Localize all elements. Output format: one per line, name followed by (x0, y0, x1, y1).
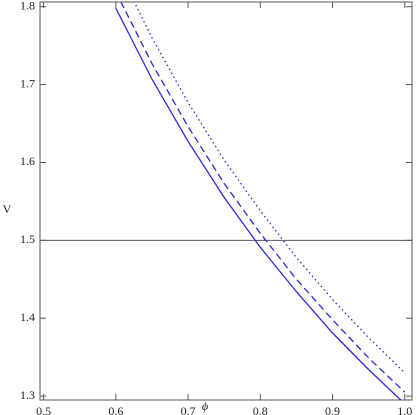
y-tick-label: 1.8 (20, 0, 35, 12)
x-tick-label: 0.5 (36, 404, 51, 415)
x-tick-label: 0.9 (325, 404, 340, 415)
line-series (120, 2, 406, 393)
line-series (115, 7, 402, 400)
y-tick-label: 1.7 (20, 76, 35, 90)
y-tick-label: 1.3 (20, 388, 35, 402)
y-tick-label: 1.6 (20, 154, 35, 168)
x-tick-label: 0.6 (108, 404, 123, 415)
x-axis-label: ϕ (202, 399, 208, 413)
line-series (133, 2, 406, 374)
plot-frame (39, 1, 413, 401)
x-tick-label: 0.8 (253, 404, 268, 415)
y-tick-label: 1.5 (20, 232, 35, 246)
x-tick-label: 1.0 (397, 404, 412, 415)
plot-area (40, 2, 412, 400)
y-axis-label: V (3, 202, 12, 216)
x-tick-label: 0.7 (181, 404, 196, 415)
y-tick-label: 1.4 (20, 310, 35, 324)
